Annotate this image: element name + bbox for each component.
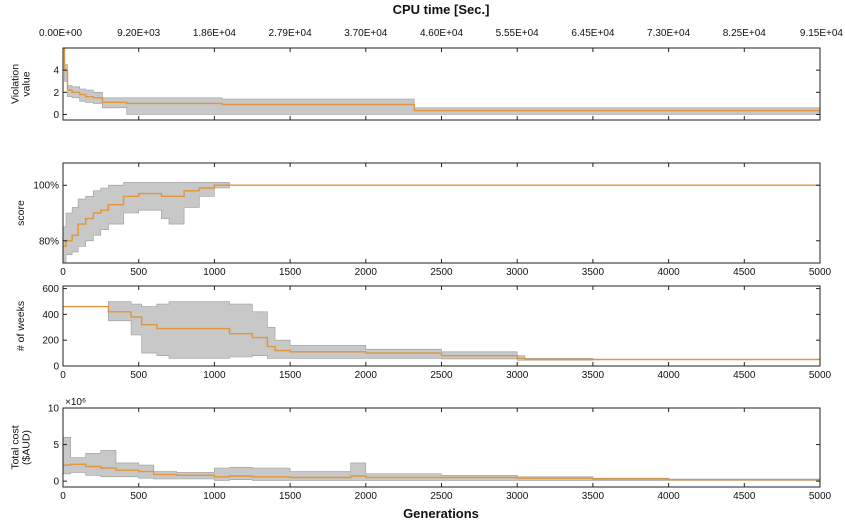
spread-band: [63, 436, 820, 482]
spread-band: [63, 182, 820, 263]
x-tick-label: 4000: [657, 267, 680, 278]
x-tick-label: 3000: [506, 370, 529, 381]
x-tick-label: 1500: [279, 267, 302, 278]
y-axis-label: score: [15, 200, 27, 226]
x-tick-label: 5000: [809, 370, 832, 381]
cpu-time-tick-label: 4.60E+04: [420, 28, 464, 39]
y-tick-label: 0: [53, 477, 59, 488]
x-tick-label: 500: [130, 491, 147, 502]
y-tick-label: 0: [53, 362, 59, 373]
cpu-time-tick-label: 2.79E+04: [269, 28, 313, 39]
cpu-time-tick-label: 9.15E+04: [800, 28, 844, 39]
y-axis-label: # of weeks: [15, 301, 27, 351]
mean-line: [63, 305, 820, 361]
cpu-time-tick-label: 3.70E+04: [344, 28, 388, 39]
y-axis-label: ($AUD): [21, 430, 33, 465]
cpu-time-tick-label: 7.30E+04: [647, 28, 691, 39]
x-tick-label: 2500: [430, 370, 453, 381]
x-tick-label: 4000: [657, 370, 680, 381]
x-tick-label: 1500: [279, 491, 302, 502]
y-tick-label: 80%: [39, 236, 59, 247]
y-tick-label: 2: [53, 88, 59, 99]
x-tick-label: 1000: [203, 370, 226, 381]
cpu-time-tick-label: 1.86E+04: [193, 28, 237, 39]
x-tick-label: 5000: [809, 267, 832, 278]
x-tick-label: 500: [130, 267, 147, 278]
cpu-time-tick-label: 8.25E+04: [723, 28, 767, 39]
y-tick-label: 100%: [33, 181, 59, 192]
y-tick-label: 5: [53, 440, 59, 451]
x-tick-label: 2500: [430, 491, 453, 502]
plot-area: [63, 301, 820, 361]
cpu-time-tick-labels: 0.00E+00 9.20E+03 1.86E+04 2.79E+04 3.70E+04…: [39, 28, 843, 39]
x-tick-label: 0: [60, 491, 66, 502]
y-tick-label: 600: [42, 284, 59, 295]
cpu-time-axis-title: CPU time [Sec.]: [393, 2, 490, 17]
spread-band: [63, 301, 820, 361]
cpu-time-tick-label: 5.55E+04: [496, 28, 540, 39]
x-tick-label: 1500: [279, 370, 302, 381]
generations-axis-title: Generations: [403, 506, 479, 521]
y-tick-label: 0: [53, 110, 59, 121]
x-tick-label: 5000: [809, 491, 832, 502]
cpu-time-tick-label: 6.45E+04: [571, 28, 615, 39]
x-tick-label: 0: [60, 370, 66, 381]
spread-band: [63, 48, 820, 115]
mean-line: [63, 184, 820, 248]
plot-area: [63, 436, 820, 482]
cpu-time-tick-label: 0.00E+00: [39, 28, 83, 39]
x-tick-label: 1000: [203, 267, 226, 278]
x-tick-label: 1000: [203, 491, 226, 502]
x-tick-label: 4500: [733, 267, 756, 278]
x-tick-label: 4000: [657, 491, 680, 502]
x-tick-label: 3500: [582, 267, 605, 278]
mean-line: [63, 463, 820, 481]
y-axis-label: value: [21, 71, 33, 96]
x-tick-label: 500: [130, 370, 147, 381]
y-axis-label: Violation: [10, 64, 22, 104]
x-tick-label: 2500: [430, 267, 453, 278]
x-tick-label: 4500: [733, 370, 756, 381]
plot-area: [63, 48, 820, 115]
y-tick-label: 10: [48, 404, 60, 415]
y-tick-label: 200: [42, 336, 59, 347]
exponent-label: ×10⁶: [65, 397, 86, 408]
cpu-time-tick-label: 9.20E+03: [117, 28, 161, 39]
x-tick-label: 3500: [582, 370, 605, 381]
panel-4: 0 5 10 0 500 1000 1500 2000 2500 3000 3500 4000 4500…: [10, 397, 832, 502]
x-tick-label: 4500: [733, 491, 756, 502]
mean-line: [63, 48, 820, 112]
y-axis-label: Total cost: [10, 425, 22, 469]
x-tick-label: 2000: [355, 491, 378, 502]
x-tick-label: 2000: [355, 370, 378, 381]
y-tick-label: 400: [42, 310, 59, 321]
x-tick-label: 3000: [506, 491, 529, 502]
x-tick-label: 2000: [355, 267, 378, 278]
x-tick-label: 3000: [506, 267, 529, 278]
plot-area: [63, 182, 820, 263]
panel-3: 0 200 400 600 0 500 1000 1500 2000 2500 3000 3500 40…: [15, 284, 832, 381]
y-tick-label: 4: [53, 66, 59, 77]
x-tick-label: 3500: [582, 491, 605, 502]
x-tick-label: 0: [60, 267, 66, 278]
panel-1: 0 2 4 Violation value: [10, 47, 821, 121]
panel-2: 80% 100% 0 500 1000 1500 2000 2500 3000 3500 4000 4…: [15, 162, 832, 278]
